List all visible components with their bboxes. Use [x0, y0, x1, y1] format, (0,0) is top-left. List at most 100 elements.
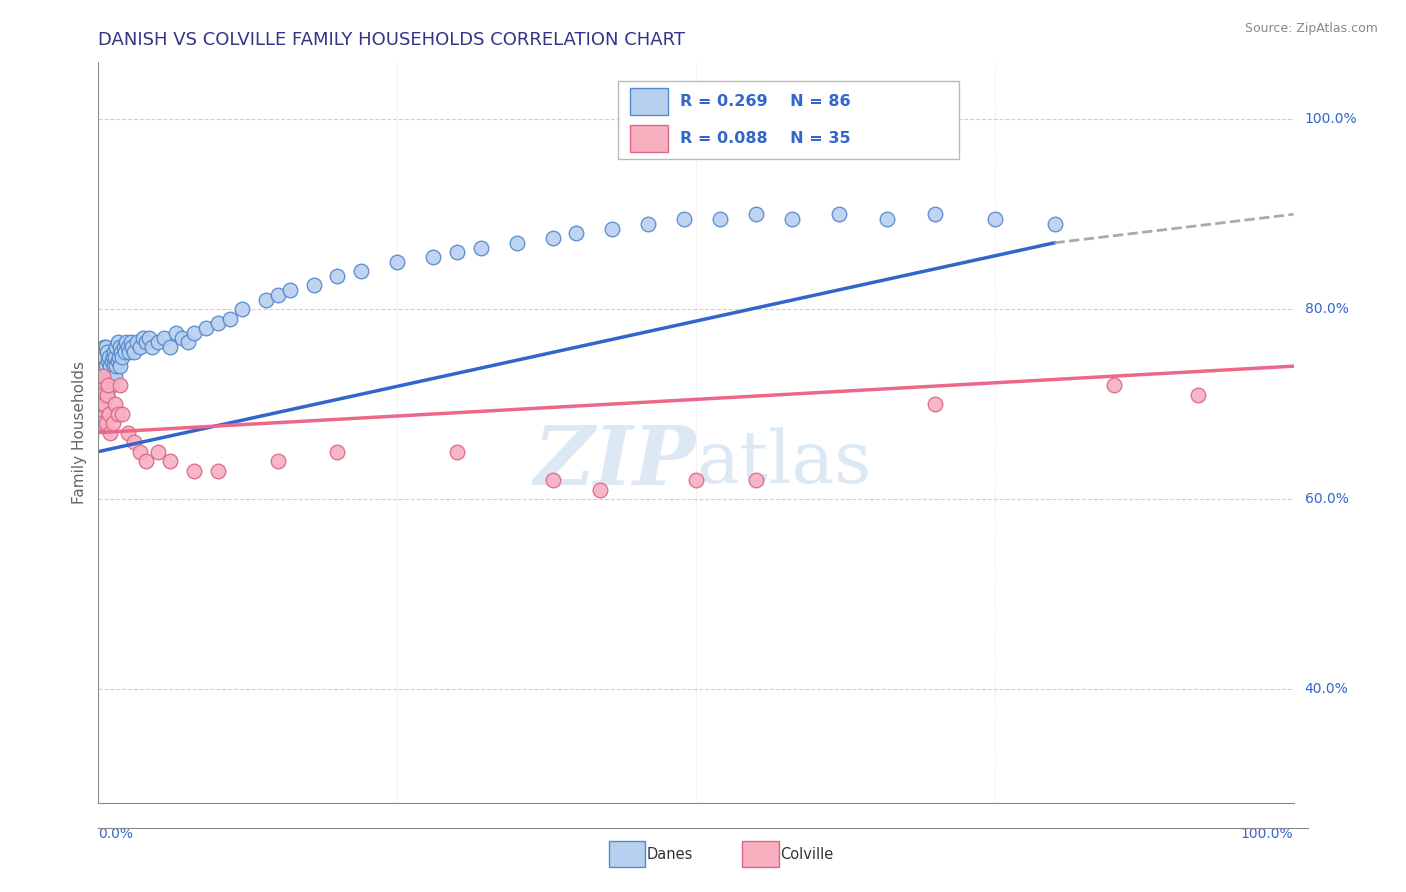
Y-axis label: Family Households: Family Households — [72, 361, 87, 504]
Point — [98, 364, 121, 378]
Point — [135, 335, 157, 350]
Point — [114, 345, 136, 359]
Point — [219, 311, 242, 326]
Point — [207, 464, 229, 478]
Text: 0.0%: 0.0% — [98, 827, 134, 840]
Point — [91, 387, 114, 401]
Point — [121, 340, 143, 354]
Point — [98, 359, 122, 374]
Point — [94, 359, 117, 374]
Point — [326, 268, 349, 283]
Point — [91, 387, 114, 401]
Point — [129, 444, 152, 458]
Point — [876, 212, 898, 227]
Point — [91, 397, 114, 411]
Point — [90, 378, 112, 392]
Point — [673, 212, 696, 227]
Point — [96, 368, 118, 383]
Text: 100.0%: 100.0% — [1305, 112, 1357, 127]
Point — [105, 340, 128, 354]
Point — [107, 350, 129, 364]
Point — [94, 378, 117, 392]
Point — [984, 212, 1007, 227]
Point — [111, 350, 134, 364]
Point — [177, 335, 200, 350]
Point — [446, 245, 468, 260]
Text: R = 0.269    N = 86: R = 0.269 N = 86 — [681, 95, 851, 109]
Point — [107, 407, 129, 421]
Point — [422, 250, 444, 264]
Point — [108, 340, 131, 354]
Point — [107, 354, 129, 368]
Point — [91, 368, 114, 383]
Point — [924, 397, 946, 411]
Point — [1187, 387, 1209, 401]
Text: 100.0%: 100.0% — [1241, 827, 1294, 840]
Point — [129, 340, 152, 354]
Point — [135, 454, 157, 468]
Point — [165, 326, 187, 340]
Point — [385, 254, 409, 268]
Point — [470, 240, 492, 255]
Point — [183, 326, 205, 340]
Point — [780, 212, 803, 227]
Point — [1043, 217, 1066, 231]
Point — [828, 207, 851, 221]
Point — [91, 397, 114, 411]
FancyBboxPatch shape — [630, 126, 668, 152]
Point — [97, 378, 120, 392]
Text: Danes: Danes — [647, 847, 693, 862]
Text: atlas: atlas — [696, 427, 872, 498]
Point — [100, 378, 122, 392]
Point — [141, 340, 163, 354]
Point — [541, 473, 564, 487]
Point — [745, 207, 768, 221]
Point — [104, 397, 127, 411]
Point — [302, 278, 325, 293]
Point — [105, 359, 128, 374]
Point — [104, 350, 127, 364]
Point — [124, 345, 146, 359]
Text: Colville: Colville — [780, 847, 834, 862]
Text: DANISH VS COLVILLE FAMILY HOUSEHOLDS CORRELATION CHART: DANISH VS COLVILLE FAMILY HOUSEHOLDS COR… — [98, 31, 685, 49]
Point — [107, 335, 129, 350]
Point — [254, 293, 277, 307]
Point — [138, 331, 160, 345]
Point — [94, 340, 117, 354]
Point — [96, 387, 118, 401]
Point — [172, 331, 194, 345]
Point — [91, 416, 114, 430]
Point — [100, 354, 122, 368]
Point — [153, 331, 176, 345]
Point — [589, 483, 612, 497]
Text: 40.0%: 40.0% — [1305, 681, 1348, 696]
Point — [267, 454, 290, 468]
Point — [98, 425, 122, 440]
Point — [637, 217, 659, 231]
Point — [108, 378, 131, 392]
Text: 80.0%: 80.0% — [1305, 302, 1348, 317]
Point — [159, 454, 181, 468]
Point — [924, 207, 946, 221]
Point — [446, 444, 468, 458]
Point — [115, 335, 138, 350]
Point — [94, 416, 117, 430]
Point — [541, 231, 564, 245]
Point — [148, 444, 170, 458]
FancyBboxPatch shape — [619, 81, 959, 159]
Point — [278, 283, 301, 297]
Point — [93, 397, 115, 411]
Text: Source: ZipAtlas.com: Source: ZipAtlas.com — [1244, 22, 1378, 36]
Point — [96, 387, 118, 401]
Point — [120, 335, 142, 350]
Text: R = 0.088    N = 35: R = 0.088 N = 35 — [681, 131, 851, 146]
Text: 60.0%: 60.0% — [1305, 492, 1348, 506]
Point — [96, 345, 118, 359]
Point — [125, 335, 148, 350]
Point — [565, 227, 588, 241]
Point — [506, 235, 529, 250]
Point — [112, 340, 135, 354]
Point — [101, 416, 124, 430]
Point — [159, 340, 181, 354]
Point — [104, 368, 127, 383]
